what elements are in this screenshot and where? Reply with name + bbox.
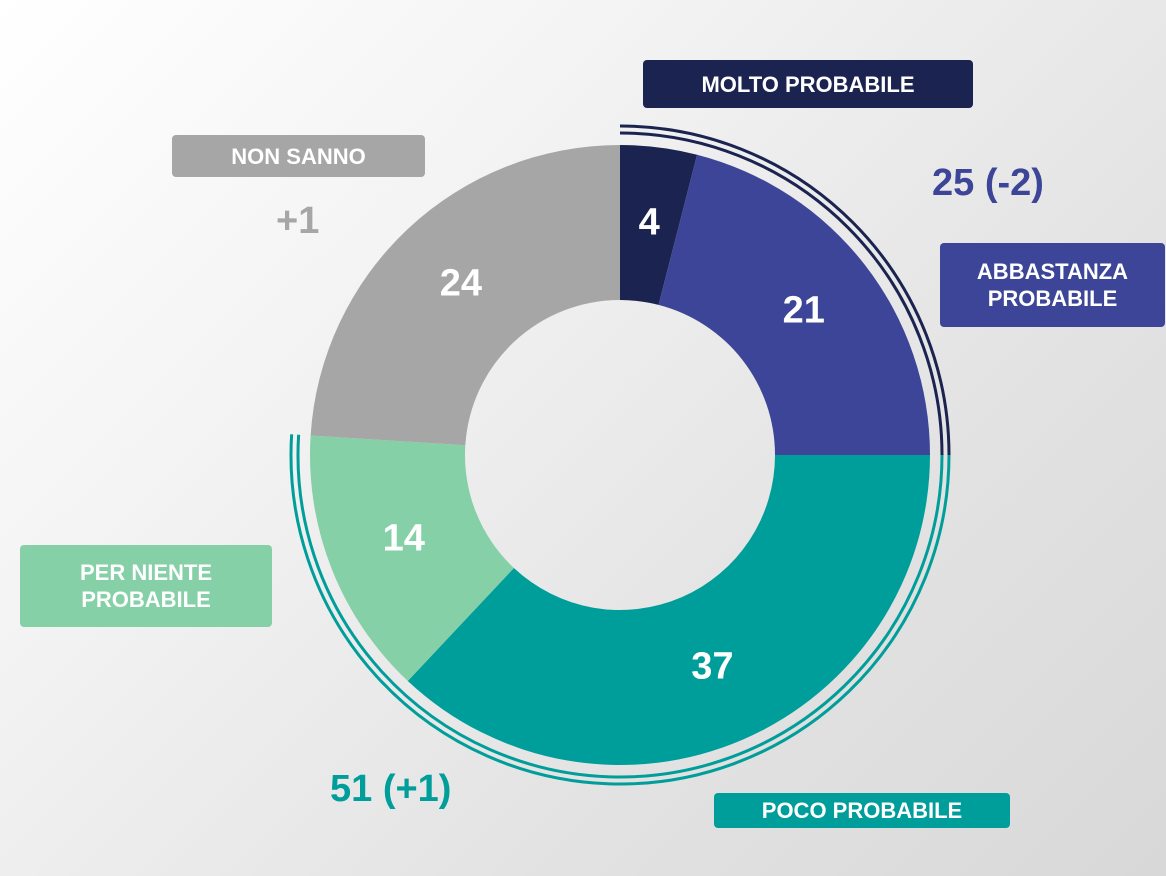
donut-segment — [658, 154, 930, 455]
group-bracket-arc — [289, 434, 951, 786]
segment-value-label: 14 — [383, 518, 425, 560]
group-bracket-arc — [296, 434, 944, 779]
segment-value-label: 24 — [440, 263, 482, 305]
group-bracket-arc — [619, 131, 944, 456]
donut-segment — [620, 145, 698, 305]
donut-segment — [310, 435, 514, 681]
category-label: POCO PROBABILE — [714, 793, 1010, 828]
segment-value-label: 4 — [639, 201, 660, 243]
category-label: NON SANNO — [172, 135, 425, 177]
annotation: +1 — [276, 200, 320, 242]
donut-segment — [407, 455, 930, 766]
segment-value-label: 21 — [783, 290, 825, 332]
category-label: PER NIENTE PROBABILE — [20, 545, 272, 627]
category-label: MOLTO PROBABILE — [643, 60, 973, 108]
segment-value-label: 37 — [691, 645, 733, 687]
annotation: 25 (-2) — [932, 162, 1044, 204]
annotation: 51 (+1) — [330, 768, 452, 810]
group-bracket-arc — [619, 124, 951, 456]
donut-segment — [310, 145, 620, 446]
category-label: ABBASTANZA PROBABILE — [940, 243, 1165, 327]
